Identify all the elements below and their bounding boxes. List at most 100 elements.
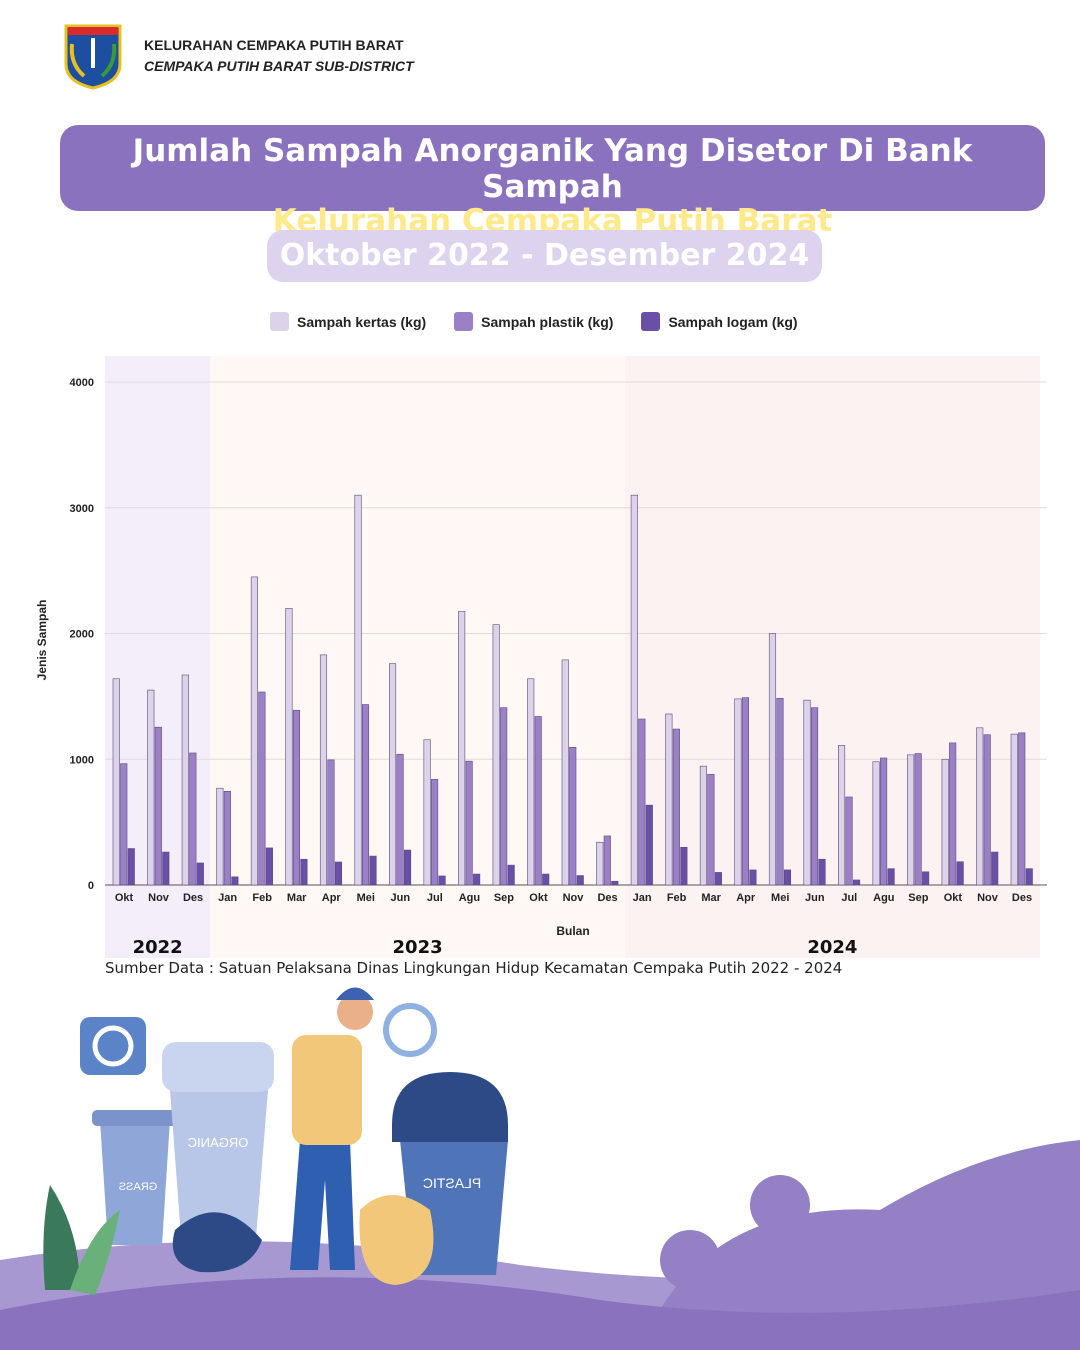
bar-plastik bbox=[776, 697, 784, 886]
x-tick-label: Jan bbox=[218, 892, 237, 904]
bar-logam bbox=[887, 868, 895, 886]
bar-chart: 2022 2023 2024 0 1000 2000 3000 4000 Okt Nov Des Ja… bbox=[35, 356, 1047, 958]
x-tick-label: Des bbox=[183, 892, 203, 904]
bar-logam bbox=[542, 873, 550, 886]
data-source: Sumber Data : Satuan Pelaksana Dinas Lin… bbox=[105, 959, 843, 977]
x-tick-label: Jul bbox=[841, 892, 857, 904]
bar-kertas bbox=[319, 654, 328, 886]
bar-kertas bbox=[838, 745, 846, 886]
x-tick-label: Okt bbox=[944, 892, 963, 904]
bar-logam bbox=[956, 861, 964, 886]
bar-logam bbox=[1025, 868, 1033, 886]
bar-plastik bbox=[361, 704, 370, 886]
bar-plastik bbox=[603, 835, 611, 886]
bar-kertas bbox=[112, 678, 120, 886]
recycling-illustration: GRASS ORGANIC PLASTIC bbox=[0, 987, 1080, 1350]
bar-kertas bbox=[423, 739, 431, 886]
bar-plastik bbox=[810, 707, 819, 886]
bar-kertas bbox=[976, 727, 984, 886]
bar-plastik bbox=[292, 709, 300, 886]
bar-plastik bbox=[223, 791, 231, 886]
bar-logam bbox=[853, 879, 861, 886]
bar-logam bbox=[749, 869, 757, 886]
bar-logam bbox=[369, 855, 377, 886]
bar-kertas bbox=[389, 663, 397, 886]
bar-kertas bbox=[907, 754, 915, 886]
bar-logam bbox=[265, 847, 273, 886]
organic-bin-label: ORGANIC bbox=[188, 1135, 249, 1150]
bar-plastik bbox=[949, 742, 957, 886]
bar-plastik bbox=[707, 774, 715, 886]
bar-plastik bbox=[880, 757, 888, 886]
bar-kertas bbox=[1010, 733, 1018, 886]
bar-kertas bbox=[768, 633, 777, 886]
year-band bbox=[210, 356, 625, 958]
bar-plastik bbox=[534, 716, 542, 886]
period-banner: Oktober 2022 - Desember 2024 bbox=[267, 230, 822, 282]
bar-plastik bbox=[120, 763, 128, 886]
bar-logam bbox=[783, 869, 792, 886]
bar-kertas bbox=[181, 674, 189, 886]
bar-logam bbox=[473, 873, 481, 886]
bar-plastik bbox=[983, 734, 991, 886]
header-title: KELURAHAN CEMPAKA PUTIH BARAT bbox=[144, 37, 404, 53]
legend-swatch bbox=[454, 312, 474, 331]
x-tick-label: Nov bbox=[977, 892, 999, 904]
recycle-sign-icon bbox=[80, 1017, 146, 1075]
bar-plastik bbox=[845, 796, 853, 886]
bar-kertas bbox=[458, 611, 466, 886]
bar-logam bbox=[438, 875, 446, 886]
plastic-bin-label: PLASTIC bbox=[423, 1175, 481, 1191]
bar-logam bbox=[645, 804, 653, 886]
x-tick-label: Okt bbox=[115, 892, 134, 904]
bar-plastik bbox=[741, 697, 749, 886]
organic-bin bbox=[170, 1090, 268, 1250]
grass-bin-label: GRASS bbox=[119, 1181, 158, 1193]
y-tick-label: 0 bbox=[88, 880, 94, 892]
bar-kertas bbox=[285, 608, 293, 886]
bar-logam bbox=[922, 871, 930, 886]
bar-kertas bbox=[216, 787, 224, 886]
jakarta-emblem-logo bbox=[64, 24, 122, 90]
x-tick-label: Des bbox=[597, 892, 617, 904]
legend-swatch bbox=[641, 312, 661, 331]
x-tick-label: Feb bbox=[252, 892, 272, 904]
x-tick-label: Jul bbox=[427, 892, 443, 904]
year-label: 2024 bbox=[807, 937, 857, 958]
legend-label: Sampah plastik (kg) bbox=[481, 313, 614, 330]
x-tick-label: Apr bbox=[322, 892, 342, 904]
x-tick-label: Jan bbox=[633, 892, 652, 904]
bar-plastik bbox=[258, 691, 266, 886]
year-band bbox=[624, 356, 1040, 958]
bar-kertas bbox=[527, 678, 535, 886]
y-tick-label: 3000 bbox=[70, 503, 94, 515]
bar-plastik bbox=[500, 707, 508, 886]
legend: Sampah kertas (kg) Sampah plastik (kg) S… bbox=[270, 312, 798, 331]
bar-kertas bbox=[596, 841, 604, 886]
x-tick-label: Des bbox=[1012, 892, 1032, 904]
title-banner: Jumlah Sampah Anorganik Yang Disetor Di … bbox=[60, 125, 1045, 239]
title-line1: Jumlah Sampah Anorganik Yang Disetor Di … bbox=[132, 133, 973, 205]
x-tick-label: Mar bbox=[701, 892, 721, 904]
bar-plastik bbox=[396, 753, 404, 886]
bar-kertas bbox=[803, 699, 811, 886]
x-tick-label: Nov bbox=[563, 892, 585, 904]
bar-logam bbox=[127, 848, 135, 886]
bar-kertas bbox=[872, 761, 880, 886]
legend-item-logam: Sampah logam (kg) bbox=[641, 312, 798, 331]
year-label: 2022 bbox=[133, 937, 183, 958]
x-tick-label: Jun bbox=[391, 892, 411, 904]
bar-kertas bbox=[250, 576, 258, 886]
bar-kertas bbox=[561, 659, 569, 886]
legend-item-kertas: Sampah kertas (kg) bbox=[270, 312, 426, 331]
recycle-globe-icon bbox=[383, 1003, 437, 1057]
bar-kertas bbox=[492, 624, 500, 886]
bar-logam bbox=[162, 851, 170, 886]
worker bbox=[290, 1140, 355, 1270]
x-axis-title: Bulan bbox=[556, 924, 589, 938]
bar-plastik bbox=[154, 726, 162, 886]
y-tick-label: 1000 bbox=[70, 754, 94, 766]
x-tick-label: Sep bbox=[494, 892, 514, 904]
x-tick-label: Okt bbox=[529, 892, 548, 904]
